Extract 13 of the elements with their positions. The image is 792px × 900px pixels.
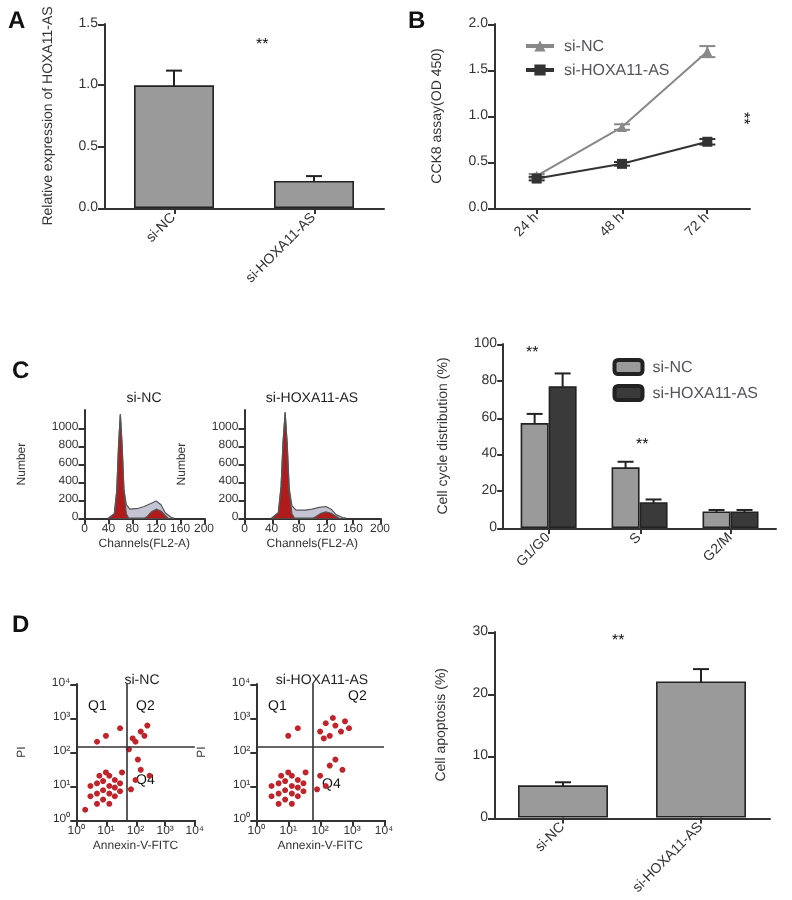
annotation: ** (612, 631, 625, 649)
annotation: ** (526, 343, 539, 361)
legend-label: si-HOXA11-AS (652, 384, 759, 402)
annotation: ** (256, 35, 269, 53)
text: C (12, 356, 30, 384)
text: B (408, 6, 426, 34)
text: D (12, 610, 30, 638)
annotation: ** (735, 112, 753, 125)
text: A (8, 6, 26, 34)
annotation: ** (636, 435, 649, 453)
legend-label: si-HOXA11-AS (564, 61, 670, 79)
legend-label: si-NC (652, 358, 693, 376)
legend-label: si-NC (564, 37, 605, 55)
